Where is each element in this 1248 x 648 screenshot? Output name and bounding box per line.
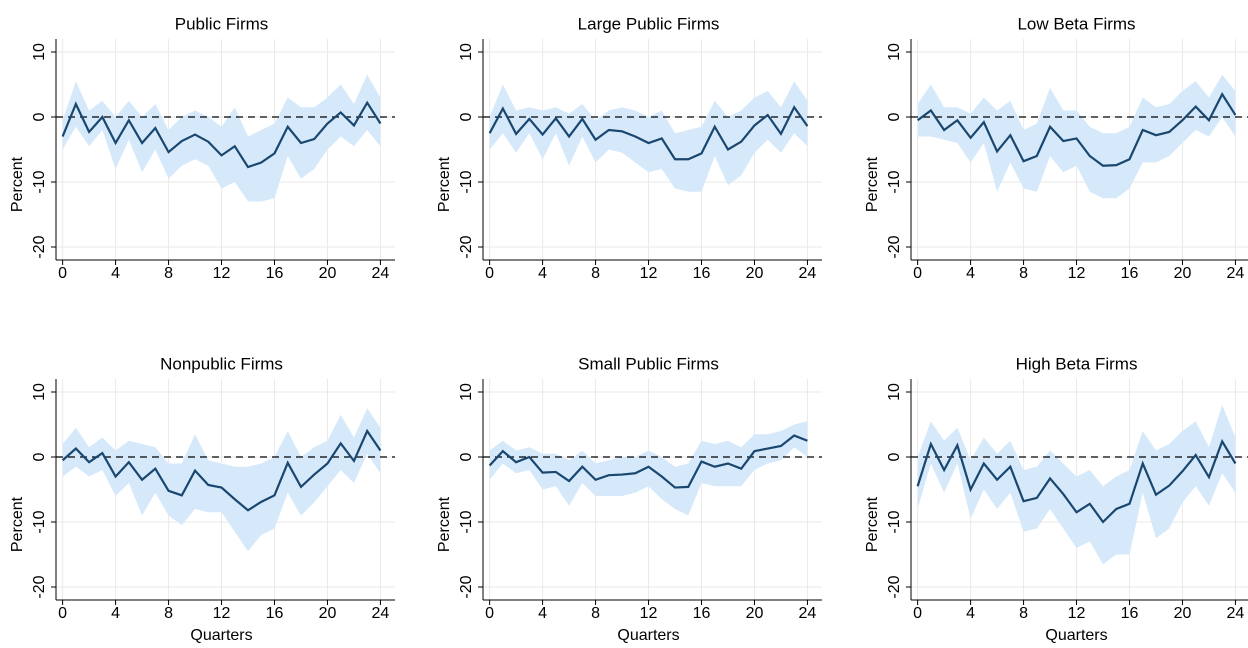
data-line [916, 92, 1237, 167]
x-tick-label: 4 [538, 605, 547, 622]
y-tick-label: -20 [886, 575, 903, 598]
y-axis-label: Percent [9, 496, 26, 552]
x-tick-label: 0 [485, 265, 494, 282]
confidence-band [489, 421, 808, 516]
x-tick-label: 4 [966, 605, 975, 622]
chart-title: Large Public Firms [578, 14, 720, 33]
y-axis-label: Percent [436, 496, 453, 552]
x-axis-label: Quarters [1045, 627, 1107, 644]
x-tick-label: 24 [1227, 265, 1245, 282]
y-tick-label: 10 [886, 43, 903, 61]
x-tick-label: 16 [1121, 605, 1139, 622]
chart-title: Low Beta Firms [1017, 14, 1135, 33]
x-tick-label: 4 [538, 265, 547, 282]
data-line [488, 434, 808, 489]
y-tick-label: 10 [886, 383, 903, 401]
x-tick-label: 4 [966, 265, 975, 282]
chart-title: Public Firms [175, 14, 269, 33]
x-tick-label: 16 [266, 605, 284, 622]
x-tick-label: 8 [164, 265, 173, 282]
x-tick-label: 0 [485, 605, 494, 622]
x-tick-label: 0 [58, 265, 67, 282]
x-tick-label: 24 [799, 265, 817, 282]
y-tick-label: -20 [31, 235, 48, 258]
y-tick-label: -20 [886, 235, 903, 258]
x-tick-label: 16 [1121, 265, 1139, 282]
y-axis-label: Percent [436, 156, 453, 212]
x-tick-label: 0 [58, 605, 67, 622]
chart-title: Nonpublic Firms [160, 354, 283, 373]
data-line [488, 105, 809, 161]
data-line [61, 100, 382, 169]
y-tick-label: -10 [458, 170, 475, 193]
x-tick-label: 20 [1174, 605, 1192, 622]
y-tick-label: 0 [31, 112, 48, 121]
y-tick-label: 10 [458, 383, 475, 401]
y-tick-label: 0 [31, 452, 48, 461]
chart-title: High Beta Firms [1016, 354, 1138, 373]
confidence-band [917, 74, 1236, 199]
x-tick-label: 20 [746, 605, 764, 622]
x-tick-label: 4 [111, 605, 120, 622]
y-tick-label: -20 [31, 575, 48, 598]
x-tick-label: 16 [693, 265, 711, 282]
chart-title: Small Public Firms [578, 354, 719, 373]
y-tick-label: 10 [458, 43, 475, 61]
x-tick-label: 8 [164, 605, 173, 622]
y-tick-label: -10 [31, 170, 48, 193]
confidence-band [62, 408, 381, 552]
x-tick-label: 4 [111, 265, 120, 282]
x-tick-label: 12 [213, 605, 231, 622]
y-tick-label: 10 [31, 43, 48, 61]
x-tick-label: 8 [1019, 265, 1028, 282]
confidence-band [62, 74, 381, 202]
confidence-band [489, 81, 808, 192]
y-tick-label: 0 [886, 452, 903, 461]
x-tick-label: 8 [1019, 605, 1028, 622]
x-tick-label: 12 [1068, 605, 1086, 622]
x-tick-label: 12 [640, 605, 658, 622]
x-tick-label: 24 [799, 605, 817, 622]
x-tick-label: 16 [266, 265, 284, 282]
x-tick-label: 20 [319, 605, 337, 622]
x-tick-label: 24 [1227, 605, 1245, 622]
x-tick-label: 24 [372, 605, 390, 622]
y-axis-label: Percent [9, 156, 26, 212]
y-tick-label: 10 [31, 383, 48, 401]
y-axis-label: Percent [864, 496, 881, 552]
x-tick-label: 0 [913, 605, 922, 622]
x-tick-label: 20 [746, 265, 764, 282]
y-tick-label: 0 [458, 112, 475, 121]
confidence-band [917, 405, 1236, 565]
x-tick-label: 24 [372, 265, 390, 282]
data-line [916, 438, 1237, 524]
x-tick-label: 12 [1068, 265, 1086, 282]
x-axis-label: Quarters [617, 627, 679, 644]
x-tick-label: 8 [591, 605, 600, 622]
y-tick-label: -20 [458, 575, 475, 598]
y-tick-label: 0 [886, 112, 903, 121]
y-tick-label: 0 [458, 452, 475, 461]
x-tick-label: 16 [693, 605, 711, 622]
y-tick-label: -10 [886, 170, 903, 193]
x-tick-label: 20 [319, 265, 337, 282]
x-tick-label: 8 [591, 265, 600, 282]
y-axis-label: Percent [864, 156, 881, 212]
x-tick-label: 0 [913, 265, 922, 282]
x-tick-label: 12 [213, 265, 231, 282]
y-tick-label: -10 [886, 510, 903, 533]
y-tick-label: -10 [31, 510, 48, 533]
y-tick-label: -10 [458, 510, 475, 533]
x-tick-label: 20 [1174, 265, 1192, 282]
data-line [61, 428, 382, 512]
y-tick-label: -20 [458, 235, 475, 258]
x-axis-label: Quarters [190, 627, 252, 644]
x-tick-label: 12 [640, 265, 658, 282]
